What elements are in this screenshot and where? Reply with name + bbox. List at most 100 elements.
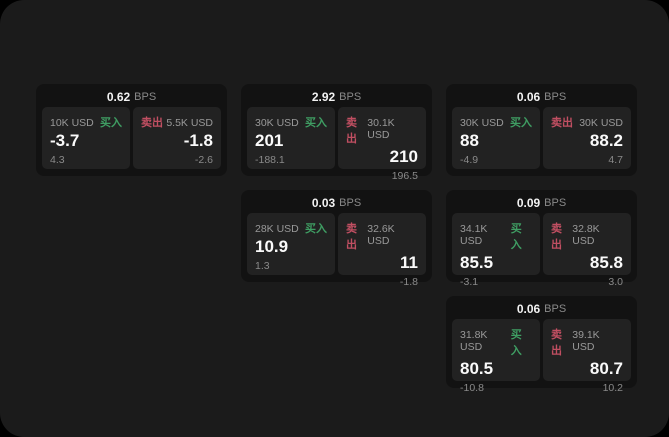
sell-side-label: 卖出: [141, 117, 163, 129]
buy-price: 10.9: [255, 237, 289, 256]
buy-amount: 28K USD: [255, 223, 299, 235]
buy-panel-header: 31.8K USD 买入: [460, 326, 532, 358]
buy-price: 88: [460, 131, 479, 150]
sell-panel[interactable]: 卖出 39.1K USD 80.7 10.2: [543, 319, 631, 394]
bps-value: 0.03: [311, 196, 336, 210]
bps-card: 0.09 BPS 34.1K USD 买入 85.5 -3.1 卖出 32.8K…: [446, 190, 637, 288]
sell-panel[interactable]: 卖出 30K USD 88.2 4.7: [543, 107, 631, 169]
bps-value: 0.06: [516, 302, 541, 316]
buy-side-label: 买入: [510, 223, 522, 251]
buy-price: 80.5: [460, 359, 494, 378]
sell-amount: 32.8K USD: [572, 223, 600, 247]
buy-sell-panels: 30K USD 买入 88 -4.9 卖出 30K USD 88.2 4.7: [446, 107, 637, 169]
sell-panel-header: 卖出 32.6K USD: [346, 220, 418, 252]
sell-change: -2.6: [194, 153, 213, 166]
sell-price: 80.7: [589, 359, 623, 378]
buy-amount: 10K USD: [50, 117, 94, 129]
sell-price: 11: [400, 253, 418, 272]
sell-panel[interactable]: 卖出 32.6K USD 11 -1.8: [338, 213, 426, 288]
buy-change: -188.1: [255, 153, 285, 166]
sell-panel-header: 卖出 32.8K USD: [551, 220, 623, 252]
card-header: 0.06 BPS: [446, 296, 637, 319]
buy-panel[interactable]: 30K USD 买入 88 -4.9: [452, 107, 540, 169]
bps-value: 0.62: [106, 90, 131, 104]
sell-amount: 5.5K USD: [166, 117, 213, 129]
buy-change: -4.9: [460, 153, 479, 166]
buy-sell-panels: 30K USD 买入 201 -188.1 卖出 30.1K USD 210 1…: [241, 107, 432, 182]
bps-card: 0.03 BPS 28K USD 买入 10.9 1.3 卖出 32.6K US…: [241, 190, 432, 288]
buy-amount: 34.1K USD: [460, 223, 488, 247]
sell-change: 10.2: [602, 381, 623, 394]
bps-unit-label: BPS: [544, 197, 567, 209]
buy-amount: 30K USD: [255, 117, 299, 129]
bps-card: 0.06 BPS 30K USD 买入 88 -4.9 卖出 30K USD 8…: [446, 84, 637, 176]
buy-sell-panels: 28K USD 买入 10.9 1.3 卖出 32.6K USD 11 -1.8: [241, 213, 432, 288]
buy-panel-header: 28K USD 买入: [255, 220, 327, 236]
buy-panel-header: 30K USD 买入: [460, 114, 532, 130]
sell-price: 210: [389, 147, 418, 166]
buy-panel-header: 10K USD 买入: [50, 114, 122, 130]
bps-value: 2.92: [311, 90, 336, 104]
bps-unit-label: BPS: [339, 197, 362, 209]
buy-side-label: 买入: [100, 117, 122, 129]
sell-change: 3.0: [608, 275, 623, 288]
buy-change: 4.3: [50, 153, 65, 166]
sell-side-label: 卖出: [346, 223, 357, 251]
buy-panel-header: 34.1K USD 买入: [460, 220, 532, 252]
buy-price: -3.7: [50, 131, 80, 150]
buy-side-label: 买入: [510, 329, 522, 357]
sell-amount: 32.6K USD: [367, 223, 395, 247]
sell-side-label: 卖出: [346, 117, 357, 145]
sell-amount: 30K USD: [579, 117, 623, 129]
buy-panel[interactable]: 34.1K USD 买入 85.5 -3.1: [452, 213, 540, 288]
bps-unit-label: BPS: [544, 303, 567, 315]
sell-panel-header: 卖出 39.1K USD: [551, 326, 623, 358]
bps-card: 0.62 BPS 10K USD 买入 -3.7 4.3 卖出 5.5K USD…: [36, 84, 227, 176]
card-header: 0.03 BPS: [241, 190, 432, 213]
buy-side-label: 买入: [305, 117, 327, 129]
card-header: 0.09 BPS: [446, 190, 637, 213]
buy-panel-header: 30K USD 买入: [255, 114, 327, 130]
bps-unit-label: BPS: [134, 91, 157, 103]
sell-price: -1.8: [183, 131, 213, 150]
sell-change: 4.7: [608, 153, 623, 166]
buy-sell-panels: 10K USD 买入 -3.7 4.3 卖出 5.5K USD -1.8 -2.…: [36, 107, 227, 169]
bps-unit-label: BPS: [544, 91, 567, 103]
sell-panel[interactable]: 卖出 30.1K USD 210 196.5: [338, 107, 426, 182]
sell-change: 196.5: [391, 169, 418, 182]
buy-panel[interactable]: 10K USD 买入 -3.7 4.3: [42, 107, 130, 169]
sell-panel-header: 卖出 30K USD: [551, 114, 623, 130]
sell-price: 88.2: [589, 131, 623, 150]
bps-card: 0.06 BPS 31.8K USD 买入 80.5 -10.8 卖出 39.1…: [446, 296, 637, 394]
buy-panel[interactable]: 30K USD 买入 201 -188.1: [247, 107, 335, 169]
sell-change: -1.8: [399, 275, 418, 288]
sell-price: 85.8: [589, 253, 623, 272]
card-header: 0.62 BPS: [36, 84, 227, 107]
sell-panel-header: 卖出 30.1K USD: [346, 114, 418, 146]
buy-change: 1.3: [255, 259, 270, 272]
sell-panel[interactable]: 卖出 32.8K USD 85.8 3.0: [543, 213, 631, 288]
card-header: 0.06 BPS: [446, 84, 637, 107]
sell-amount: 39.1K USD: [572, 329, 600, 353]
buy-price: 85.5: [460, 253, 494, 272]
sell-amount: 30.1K USD: [367, 117, 395, 141]
sell-side-label: 卖出: [551, 329, 562, 357]
buy-panel[interactable]: 31.8K USD 买入 80.5 -10.8: [452, 319, 540, 394]
buy-change: -3.1: [460, 275, 479, 288]
buy-sell-panels: 31.8K USD 买入 80.5 -10.8 卖出 39.1K USD 80.…: [446, 319, 637, 394]
buy-price: 201: [255, 131, 284, 150]
bps-unit-label: BPS: [339, 91, 362, 103]
bps-value: 0.09: [516, 196, 541, 210]
buy-amount: 30K USD: [460, 117, 504, 129]
buy-side-label: 买入: [510, 117, 532, 129]
sell-side-label: 卖出: [551, 117, 573, 129]
buy-side-label: 买入: [305, 223, 327, 235]
buy-panel[interactable]: 28K USD 买入 10.9 1.3: [247, 213, 335, 275]
buy-sell-panels: 34.1K USD 买入 85.5 -3.1 卖出 32.8K USD 85.8…: [446, 213, 637, 288]
sell-panel[interactable]: 卖出 5.5K USD -1.8 -2.6: [133, 107, 221, 169]
sell-panel-header: 卖出 5.5K USD: [141, 114, 213, 130]
bps-value: 0.06: [516, 90, 541, 104]
buy-amount: 31.8K USD: [460, 329, 488, 353]
